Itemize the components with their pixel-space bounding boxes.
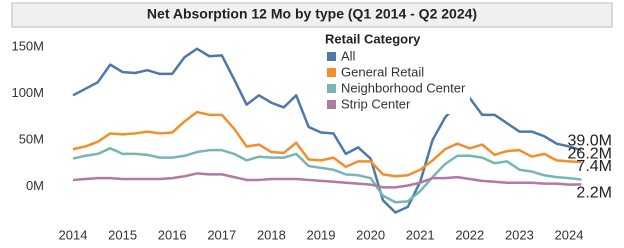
x-tick-label: 2017: [207, 227, 236, 242]
legend-label: General Retail: [341, 64, 424, 79]
x-tick-label: 2019: [307, 227, 336, 242]
legend-swatch: [327, 52, 336, 61]
end-label: 26.2M: [568, 145, 612, 162]
legend-swatch: [327, 100, 336, 109]
x-tick-label: 2022: [455, 227, 484, 242]
title-bar: [11, 2, 613, 28]
plot: 0M 50M 100M 150M 2014 2015 2016 2017 2018 2019 202…: [11, 38, 583, 242]
x-tick-label: 2018: [257, 227, 286, 242]
y-tick-label: 100M: [11, 85, 44, 100]
y-tick-label: 0M: [26, 178, 44, 193]
x-tick-label: 2023: [505, 227, 534, 242]
legend-label: Neighborhood Center: [341, 80, 466, 95]
legend-title: Retail Category: [325, 31, 421, 46]
legend-label: Strip Center: [341, 96, 411, 111]
series-line: [72, 47, 582, 214]
legend-swatch: [327, 68, 336, 77]
x-tick-label: 2020: [356, 227, 385, 242]
series-line: [72, 147, 582, 204]
end-label: 2.2M: [576, 185, 612, 202]
y-tick-label: 50M: [19, 131, 44, 146]
series-line: [72, 172, 582, 189]
x-tick-label: 2014: [59, 227, 88, 242]
legend-label: All: [341, 48, 356, 63]
y-tick-label: 150M: [11, 38, 44, 53]
end-label: 39.0M: [568, 132, 612, 149]
legend-box: [320, 30, 470, 114]
end-label: 7.4M: [576, 158, 612, 175]
x-tick-label: 2016: [158, 227, 187, 242]
legend-swatch: [327, 84, 336, 93]
x-tick-label: 2024: [555, 227, 584, 242]
series-line: [72, 110, 582, 178]
chart-title: Net Absorption 12 Mo by type (Q1 2014 - …: [147, 6, 477, 22]
x-tick-label: 2021: [406, 227, 435, 242]
x-tick-label: 2015: [108, 227, 137, 242]
